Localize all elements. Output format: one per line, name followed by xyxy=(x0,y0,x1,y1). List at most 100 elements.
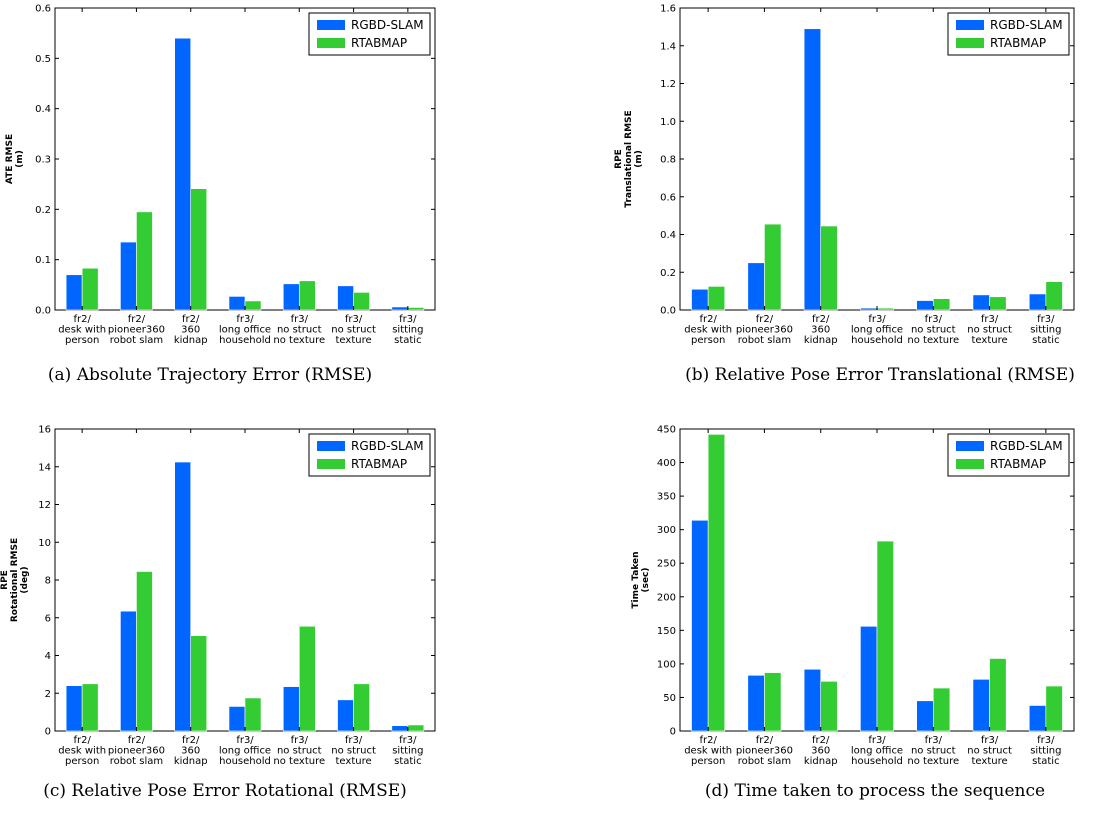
y-tick-label: 0.1 xyxy=(35,255,51,266)
y-tick-label: 0 xyxy=(670,727,676,738)
x-tick-label: 360 xyxy=(811,746,830,757)
bar-rtabmap-5 xyxy=(353,292,370,311)
bar-rtabmap-0 xyxy=(81,267,99,311)
x-tick-label: pioneer360 xyxy=(108,325,165,336)
y-tick-label: 350 xyxy=(657,492,676,503)
bar-rgbd-slam-5 xyxy=(972,679,990,732)
bar-rgbd-slam-6 xyxy=(391,725,409,732)
x-tick-label: long office xyxy=(219,746,271,757)
x-tick-label: texture xyxy=(972,756,1008,767)
bar-rtabmap-6 xyxy=(1045,685,1063,732)
legend-swatch-rgbd-slam xyxy=(317,441,345,451)
y-tick-label: 0.3 xyxy=(35,155,51,166)
x-tick-label: desk with xyxy=(684,325,732,336)
y-tick-label: 450 xyxy=(657,425,676,436)
y-axis-label: ATE RMSE xyxy=(5,134,15,184)
x-tick-label: robot slam xyxy=(110,756,163,767)
x-tick-label: household xyxy=(219,335,271,346)
y-axis-label: (m) xyxy=(634,150,644,168)
x-tick-label: fr3/ xyxy=(236,314,254,325)
x-tick-label: static xyxy=(394,756,421,767)
x-tick-label: household xyxy=(851,335,903,346)
y-tick-label: 0.2 xyxy=(35,205,51,216)
y-tick-label: 50 xyxy=(663,693,676,704)
x-tick-label: fr2/ xyxy=(128,735,146,746)
x-tick-label: pioneer360 xyxy=(736,325,793,336)
bar-rgbd-slam-3 xyxy=(860,307,878,311)
y-tick-label: 0.4 xyxy=(660,230,676,241)
bar-rtabmap-6 xyxy=(1045,281,1063,311)
x-tick-label: robot slam xyxy=(738,756,791,767)
x-tick-label: fr2/ xyxy=(812,314,830,325)
bar-rgbd-slam-2 xyxy=(174,461,192,732)
x-tick-label: long office xyxy=(851,325,903,336)
bar-rtabmap-4 xyxy=(298,280,316,311)
bar-rgbd-slam-1 xyxy=(747,674,765,732)
y-tick-label: 14 xyxy=(38,462,51,473)
y-tick-label: 2 xyxy=(45,689,51,700)
bar-rgbd-slam-6 xyxy=(1028,705,1047,732)
y-tick-label: 6 xyxy=(45,613,51,624)
bar-rgbd-slam-0 xyxy=(65,274,83,311)
y-axis-label: RPE xyxy=(0,570,10,590)
figure-caption: (b) Relative Pose Error Translational (R… xyxy=(685,365,1075,385)
bar-rgbd-slam-4 xyxy=(916,700,934,732)
y-axis-label: (deg) xyxy=(20,566,30,593)
bar-rtabmap-4 xyxy=(932,687,951,732)
figure-caption: (c) Relative Pose Error Rotational (RMSE… xyxy=(43,781,407,801)
x-tick-label: fr2/ xyxy=(812,735,830,746)
chart-panel-3: 0 50 100 150 200 250 300 350 400 450 fr2/desk with… xyxy=(631,425,1075,801)
legend-label-rtabmap: RTABMAP xyxy=(990,36,1046,50)
x-tick-label: no texture xyxy=(273,335,325,346)
x-tick-label: fr3/ xyxy=(291,735,309,746)
x-tick-label: desk with xyxy=(58,746,106,757)
x-tick-label: fr3/ xyxy=(291,314,309,325)
x-tick-label: 360 xyxy=(811,325,830,336)
y-tick-label: 0.6 xyxy=(35,4,51,15)
bar-rtabmap-5 xyxy=(353,683,370,732)
y-tick-label: 1.4 xyxy=(660,41,676,52)
x-tick-label: no struct xyxy=(911,746,956,757)
bar-rtabmap-0 xyxy=(707,286,726,311)
bar-rtabmap-2 xyxy=(820,681,838,732)
y-tick-label: 150 xyxy=(657,626,676,637)
bar-rtabmap-3 xyxy=(244,300,262,311)
legend-swatch-rtabmap xyxy=(317,459,345,469)
x-tick-label: fr3/ xyxy=(236,735,254,746)
x-tick-label: fr2/ xyxy=(699,735,717,746)
bar-rtabmap-6 xyxy=(407,724,425,732)
x-tick-label: no struct xyxy=(331,325,376,336)
y-tick-label: 0.0 xyxy=(660,306,676,317)
bar-rtabmap-5 xyxy=(989,658,1007,732)
bar-rgbd-slam-2 xyxy=(803,28,822,311)
x-tick-label: fr2/ xyxy=(73,314,91,325)
x-tick-label: sitting xyxy=(1030,746,1061,757)
bar-rtabmap-2 xyxy=(190,188,208,311)
x-tick-label: no texture xyxy=(907,335,959,346)
legend-swatch-rtabmap xyxy=(956,38,984,48)
x-tick-label: fr3/ xyxy=(925,314,943,325)
x-tick-label: desk with xyxy=(58,325,106,336)
x-tick-label: sitting xyxy=(392,746,423,757)
y-tick-label: 0 xyxy=(45,727,51,738)
bar-rtabmap-0 xyxy=(81,683,99,732)
x-tick-label: fr2/ xyxy=(182,314,200,325)
y-tick-label: 0.8 xyxy=(660,155,676,166)
legend-swatch-rgbd-slam xyxy=(956,20,984,30)
x-tick-label: kidnap xyxy=(804,335,838,346)
x-tick-label: kidnap xyxy=(174,335,208,346)
x-tick-label: household xyxy=(851,756,903,767)
bar-rgbd-slam-5 xyxy=(337,699,354,732)
y-axis-label: Rotational RMSE xyxy=(10,538,20,622)
x-tick-label: fr3/ xyxy=(345,735,363,746)
bar-rgbd-slam-0 xyxy=(65,685,83,732)
x-tick-label: sitting xyxy=(1030,325,1061,336)
bar-rtabmap-3 xyxy=(876,540,894,732)
x-tick-label: fr3/ xyxy=(345,314,363,325)
x-tick-label: person xyxy=(65,756,99,767)
y-tick-label: 250 xyxy=(657,559,676,570)
legend-label-rgbd-slam: RGBD-SLAM xyxy=(990,439,1063,453)
bar-rgbd-slam-1 xyxy=(120,241,137,311)
y-tick-label: 1.2 xyxy=(660,79,676,90)
